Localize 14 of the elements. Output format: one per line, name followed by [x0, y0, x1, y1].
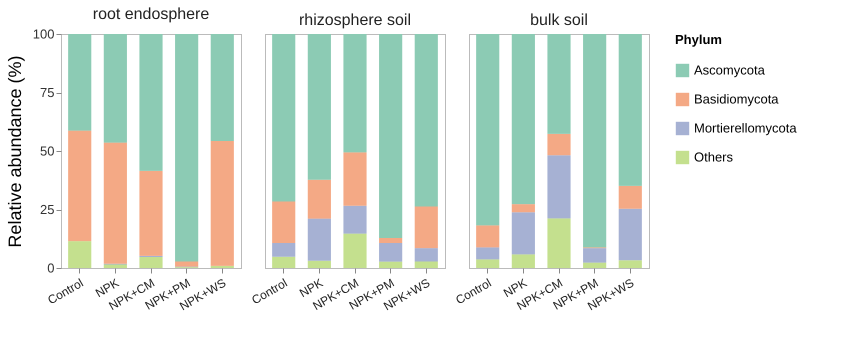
chart-title: rhizosphere soil: [298, 12, 412, 29]
legend-label: Basidiomycota: [694, 92, 780, 106]
y-tick-label: 100: [32, 26, 54, 42]
y-tick-label: 0: [47, 260, 54, 276]
legend-title: Phylum: [675, 32, 722, 47]
legend-label: Mortierellomycota: [694, 120, 798, 136]
chart-title: root endosphere: [92, 6, 210, 23]
chart-title: bulk soil: [530, 12, 588, 29]
y-tick-label: 50: [40, 144, 54, 158]
y-axis-title: Relative abundance (%): [4, 55, 25, 248]
legend-label: Others: [694, 150, 734, 164]
y-tick-label: 25: [40, 202, 54, 217]
legend-label: Ascomycota: [694, 62, 766, 78]
y-tick-label: 75: [40, 85, 54, 100]
